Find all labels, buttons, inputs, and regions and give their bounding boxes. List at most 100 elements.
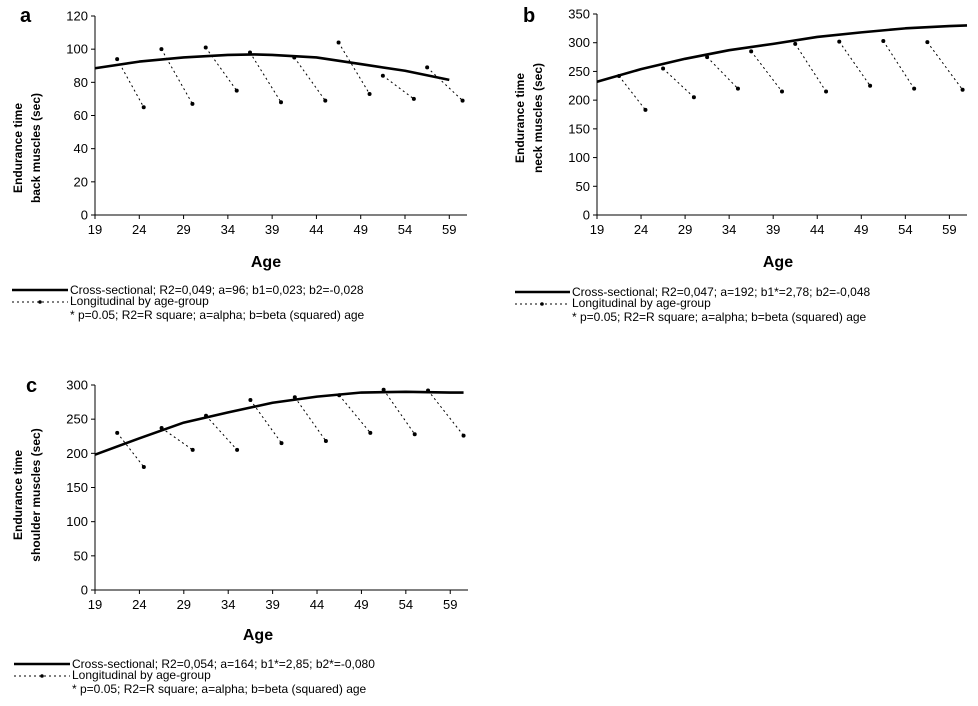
y-tick-label-b: 50: [576, 179, 590, 194]
y-tick-label-c: 250: [66, 412, 88, 427]
longitudinal-segment-c: [338, 394, 371, 434]
longitudinal-point-b: [824, 89, 829, 94]
longitudinal-segment-b: [882, 40, 915, 89]
longitudinal-segment-b: [838, 41, 871, 87]
x-tick-label-c: 19: [88, 597, 102, 612]
legend-note-c: * p=0.05; R2=R square; a=alpha; b=beta (…: [72, 682, 367, 696]
y-tick-label-a: 20: [74, 174, 88, 189]
panel-b: b Endurance time neck muscles (sec) 0 50 1…: [513, 5, 968, 324]
longitudinal-segment-b: [706, 56, 739, 90]
longitudinal-segment-a: [116, 58, 145, 108]
x-tick-label-a: 59: [442, 222, 456, 237]
longitudinal-point-a: [323, 98, 328, 103]
longitudinal-point-a: [279, 100, 283, 105]
x-tick-label-a: 44: [309, 222, 323, 237]
y-axis-title-line2-c: shoulder muscles (sec): [29, 428, 43, 561]
legend-marker-a: [38, 300, 42, 304]
longitudinal-segment-c: [294, 397, 327, 442]
longitudinal-point-a: [460, 98, 465, 103]
y-tick-label-a: 100: [66, 42, 88, 57]
x-tick-label-b: 24: [634, 222, 648, 237]
longitudinal-segment-b: [662, 68, 695, 98]
x-tick-label-c: 54: [399, 597, 413, 612]
x-tick-label-c: 34: [221, 597, 235, 612]
longitudinal-point-c: [115, 430, 120, 435]
x-tick-label-a: 54: [398, 222, 412, 237]
legend-note-b: * p=0.05; R2=R square; a=alpha; b=beta (…: [572, 310, 867, 324]
x-axis-title-b: Age: [763, 254, 793, 271]
x-tick-label-a: 39: [265, 222, 279, 237]
legend-entry-cross-sectional-b: Cross-sectional; R2=0,047; a=192; b1*=2,…: [572, 285, 871, 299]
longitudinal-point-c: [292, 395, 297, 400]
longitudinal-point-b: [643, 107, 648, 112]
longitudinal-point-b: [960, 87, 965, 92]
longitudinal-point-b: [735, 86, 740, 91]
cross-sectional-curve-c: [94, 390, 464, 456]
x-tick-label-a: 19: [88, 222, 102, 237]
longitudinal-point-c: [426, 388, 431, 393]
y-tick-label-a: 40: [74, 141, 88, 156]
y-tick-label-b: 250: [568, 64, 590, 79]
y-tick-label-a: 0: [81, 208, 88, 223]
longitudinal-segment-a: [426, 67, 463, 101]
longitudinal-segment-b: [618, 75, 646, 111]
y-tick-label-c: 100: [66, 514, 88, 529]
longitudinal-segment-a: [293, 57, 326, 101]
panel-label-a: a: [20, 5, 32, 27]
longitudinal-point-c: [159, 426, 164, 431]
y-tick-label-b: 0: [583, 208, 590, 223]
longitudinal-point-b: [868, 83, 873, 88]
y-tick-label-a: 60: [74, 108, 88, 123]
legend-b: Cross-sectional; R2=0,047; a=192; b1*=2,…: [515, 285, 871, 324]
legend-a: Cross-sectional; R2=0,049; a=96; b1=0,02…: [12, 283, 365, 322]
longitudinal-segment-a: [338, 42, 370, 95]
y-axis-title-line2-b: neck muscles (sec): [531, 63, 545, 173]
longitudinal-point-c: [368, 430, 373, 435]
longitudinal-point-a: [159, 47, 164, 52]
longitudinal-point-c: [412, 432, 417, 437]
longitudinal-point-b: [881, 38, 886, 43]
x-tick-label-a: 29: [176, 222, 190, 237]
longitudinal-point-a: [115, 57, 120, 62]
longitudinal-point-a: [190, 101, 195, 106]
longitudinal-point-c: [248, 398, 253, 403]
plot-area-c: 0 50 100 150 200 250 300 19 24 29 34 39 44 49 54 59: [66, 378, 468, 612]
longitudinal-segment-c: [116, 432, 145, 468]
longitudinal-segment-b: [750, 51, 783, 92]
longitudinal-point-a: [234, 88, 239, 93]
x-tick-label-a: 49: [353, 222, 367, 237]
longitudinal-segment-a: [249, 52, 282, 103]
y-tick-label-c: 0: [81, 583, 88, 598]
panel-label-b: b: [523, 5, 535, 27]
y-axis-title-line1-b: Endurance time: [513, 73, 527, 163]
longitudinal-point-b: [912, 86, 917, 91]
y-tick-label-c: 150: [66, 480, 88, 495]
longitudinal-point-b: [925, 40, 930, 45]
panel-c: c Endurance time shoulder muscles (sec) …: [11, 375, 468, 696]
x-tick-label-b: 34: [722, 222, 736, 237]
longitudinal-point-c: [190, 447, 195, 452]
longitudinal-point-a: [336, 40, 341, 45]
y-tick-label-c: 300: [66, 378, 88, 393]
longitudinal-point-c: [235, 447, 240, 452]
x-tick-label-c: 59: [443, 597, 457, 612]
legend-marker-c: [40, 674, 44, 678]
longitudinal-segment-b: [794, 43, 827, 92]
y-tick-label-c: 200: [66, 446, 88, 461]
x-tick-label-b: 19: [590, 222, 604, 237]
longitudinal-segment-c: [427, 390, 464, 436]
longitudinal-point-b: [705, 55, 710, 60]
longitudinal-point-a: [411, 96, 416, 101]
longitudinal-point-b: [749, 49, 754, 54]
legend-note-a: * p=0.05; R2=R square; a=alpha; b=beta (…: [70, 308, 365, 322]
y-axis-title-line2-a: back muscles (sec): [29, 93, 43, 203]
y-tick-label-b: 300: [568, 35, 590, 50]
x-tick-label-c: 39: [265, 597, 279, 612]
y-tick-label-c: 50: [74, 548, 88, 563]
longitudinal-point-a: [141, 105, 146, 110]
x-tick-label-c: 24: [132, 597, 146, 612]
longitudinal-point-b: [793, 41, 798, 46]
longitudinal-segment-c: [161, 427, 193, 451]
longitudinal-point-a: [248, 50, 252, 55]
y-tick-label-b: 150: [568, 121, 590, 136]
